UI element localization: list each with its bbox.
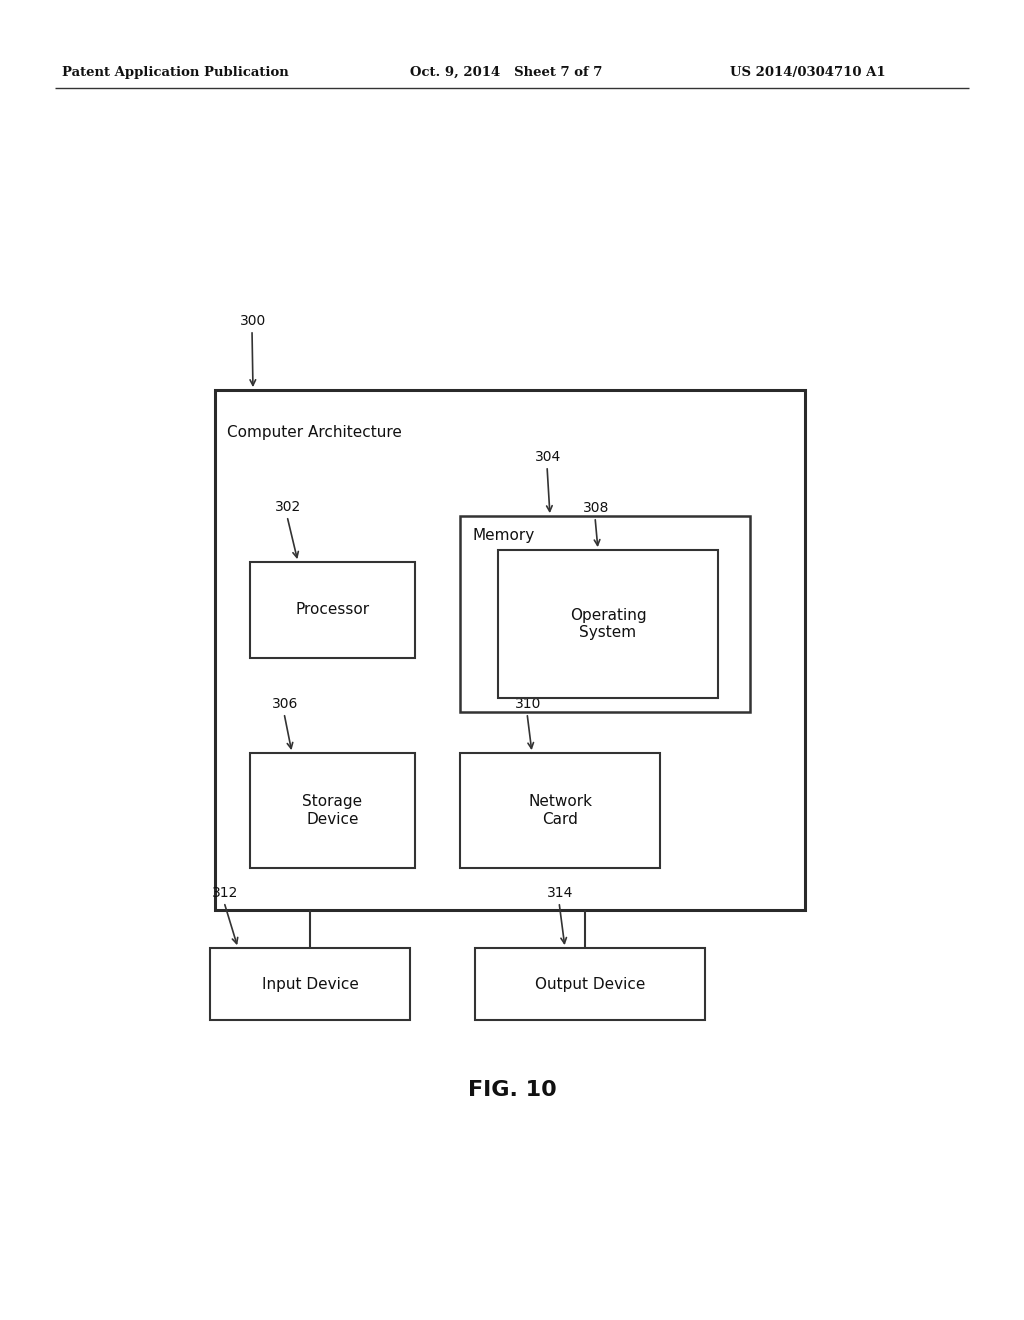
Bar bbox=[460, 516, 750, 711]
Text: FIG. 10: FIG. 10 bbox=[468, 1080, 556, 1100]
Text: Input Device: Input Device bbox=[261, 977, 358, 991]
Bar bbox=[210, 948, 410, 1020]
Text: 312: 312 bbox=[212, 886, 239, 900]
Text: Processor: Processor bbox=[296, 602, 370, 618]
Text: 306: 306 bbox=[272, 697, 298, 711]
Text: 310: 310 bbox=[515, 697, 542, 711]
Text: Network
Card: Network Card bbox=[528, 795, 592, 826]
Bar bbox=[460, 752, 660, 869]
Bar bbox=[250, 752, 415, 869]
Text: 302: 302 bbox=[275, 500, 301, 513]
Text: Computer Architecture: Computer Architecture bbox=[227, 425, 401, 440]
Text: Storage
Device: Storage Device bbox=[302, 795, 362, 826]
Text: Operating
System: Operating System bbox=[569, 607, 646, 640]
Bar bbox=[475, 948, 705, 1020]
Text: Output Device: Output Device bbox=[535, 977, 645, 991]
Text: 314: 314 bbox=[547, 886, 573, 900]
Text: 304: 304 bbox=[535, 450, 561, 465]
Bar bbox=[215, 389, 805, 909]
Text: 300: 300 bbox=[240, 314, 266, 327]
Text: Patent Application Publication: Patent Application Publication bbox=[62, 66, 289, 78]
Text: US 2014/0304710 A1: US 2014/0304710 A1 bbox=[730, 66, 886, 78]
Text: Memory: Memory bbox=[472, 528, 535, 543]
Bar bbox=[250, 562, 415, 657]
Bar bbox=[498, 550, 718, 698]
Text: 308: 308 bbox=[583, 502, 609, 515]
Text: Oct. 9, 2014   Sheet 7 of 7: Oct. 9, 2014 Sheet 7 of 7 bbox=[410, 66, 602, 78]
